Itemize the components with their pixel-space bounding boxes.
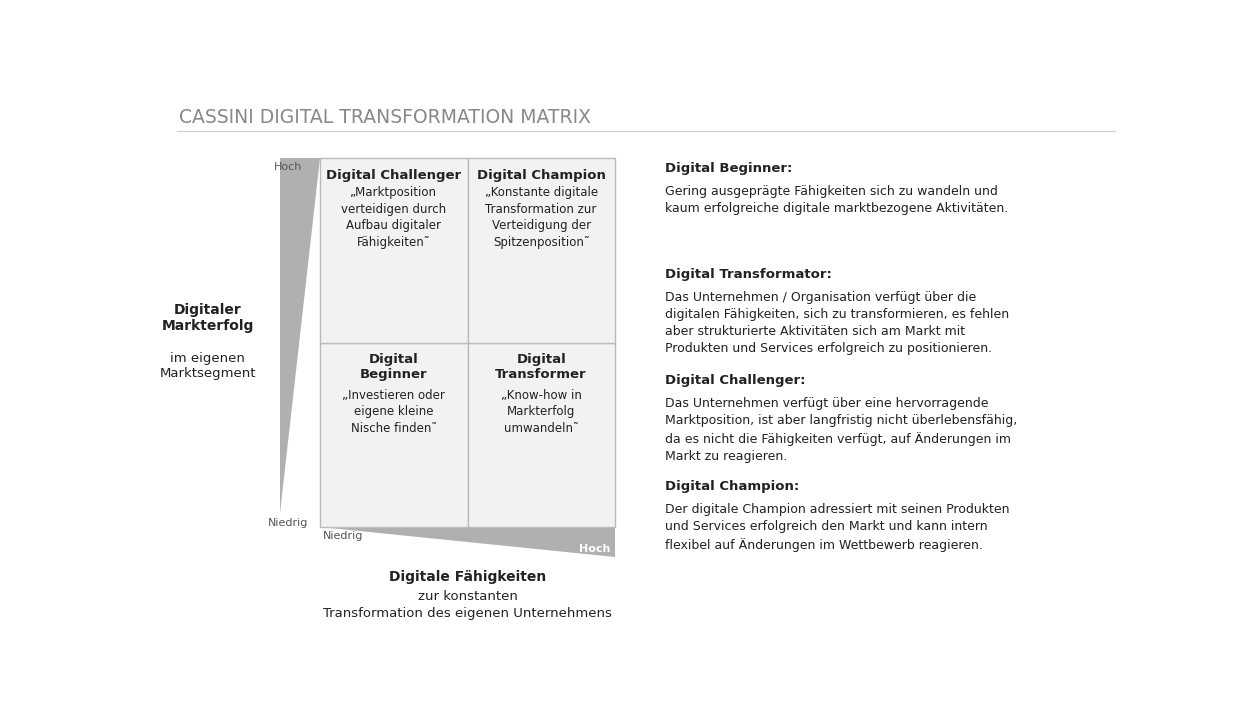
Text: Niedrig: Niedrig (267, 518, 307, 528)
Text: Digital Challenger:: Digital Challenger: (665, 374, 805, 387)
Text: Digitaler
Markterfolg: Digitaler Markterfolg (161, 303, 255, 333)
Text: „Konstante digitale
Transformation zur
Verteidigung der
Spitzenposition˜: „Konstante digitale Transformation zur V… (485, 186, 597, 249)
Text: Digital Beginner:: Digital Beginner: (665, 161, 793, 175)
Text: Digitale Fähigkeiten: Digitale Fähigkeiten (389, 570, 546, 584)
Text: Niedrig: Niedrig (324, 531, 364, 541)
Text: „Marktposition
verteidigen durch
Aufbau digitaler
Fähigkeiten˜: „Marktposition verteidigen durch Aufbau … (341, 186, 446, 249)
Bar (467, 158, 615, 343)
Bar (320, 343, 467, 527)
Text: Das Unternehmen / Organisation verfügt über die
digitalen Fähigkeiten, sich zu t: Das Unternehmen / Organisation verfügt ü… (665, 291, 1009, 355)
Polygon shape (320, 527, 615, 557)
Polygon shape (280, 158, 320, 513)
Text: „Know-how in
Markterfolg
umwandeln˜: „Know-how in Markterfolg umwandeln˜ (500, 388, 582, 435)
Bar (320, 158, 467, 343)
Text: Digital Champion: Digital Champion (476, 168, 606, 181)
Text: Digital Challenger: Digital Challenger (326, 168, 461, 181)
Text: Das Unternehmen verfügt über eine hervorragende
Marktposition, ist aber langfris: Das Unternehmen verfügt über eine hervor… (665, 397, 1017, 462)
Bar (467, 343, 615, 527)
Text: zur konstanten
Transformation des eigenen Unternehmens: zur konstanten Transformation des eigene… (323, 591, 612, 620)
Text: Gering ausgeprägte Fähigkeiten sich zu wandeln und
kaum erfolgreiche digitale ma: Gering ausgeprägte Fähigkeiten sich zu w… (665, 185, 1008, 215)
Text: Der digitale Champion adressiert mit seinen Produkten
und Services erfolgreich d: Der digitale Champion adressiert mit sei… (665, 503, 1009, 552)
Text: Digital
Beginner: Digital Beginner (360, 353, 427, 381)
Text: im eigenen
Marktsegment: im eigenen Marktsegment (160, 352, 256, 380)
Text: Digital
Transformer: Digital Transformer (495, 353, 587, 381)
Text: „Investieren oder
eigene kleine
Nische finden˜: „Investieren oder eigene kleine Nische f… (343, 388, 445, 435)
Text: Hoch: Hoch (578, 544, 610, 554)
Text: Digital Champion:: Digital Champion: (665, 480, 799, 493)
Text: CASSINI DIGITAL TRANSFORMATION MATRIX: CASSINI DIGITAL TRANSFORMATION MATRIX (179, 108, 591, 127)
Text: Digital Transformator:: Digital Transformator: (665, 268, 832, 281)
Text: Hoch: Hoch (273, 162, 302, 172)
